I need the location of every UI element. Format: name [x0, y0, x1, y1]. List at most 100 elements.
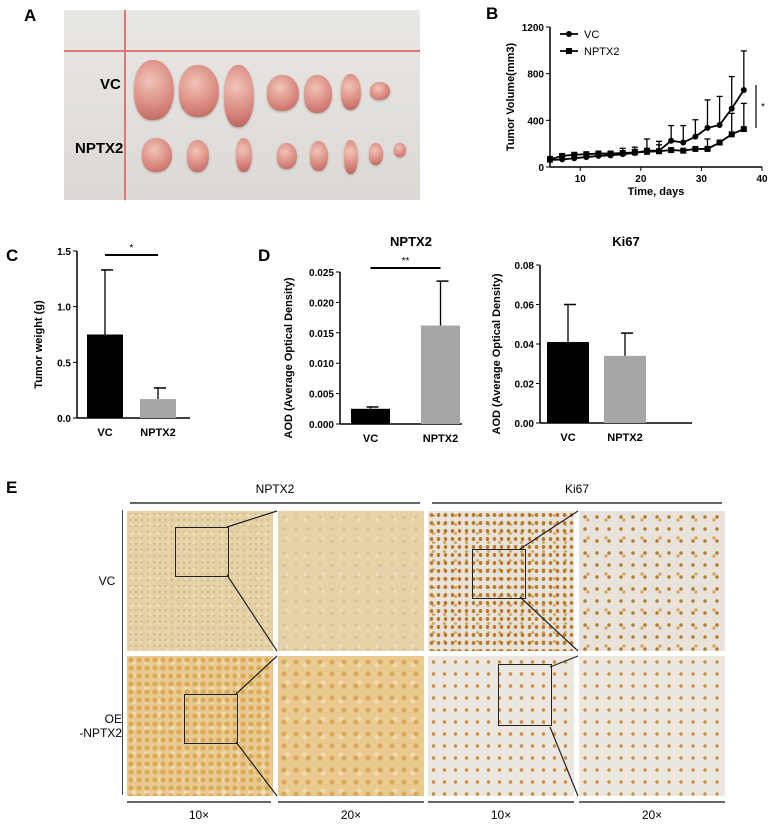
x-tick-label: VC [560, 432, 575, 444]
micrograph-nptx2-oe-10x [127, 656, 273, 796]
y-tick-label: 0.010 [309, 359, 334, 370]
y-tick-label: 0.0 [57, 414, 71, 425]
y-tick-label: 0.5 [57, 358, 71, 369]
data-point [547, 156, 553, 163]
x-tick-label: NPTX2 [607, 432, 642, 444]
x-axis-label: Time, days [628, 186, 685, 198]
x-tick-label: 40 [756, 174, 768, 185]
divider [127, 801, 271, 803]
chart-title: Ki67 [612, 234, 639, 249]
y-tick-label: 1.0 [57, 303, 71, 314]
ruler-vertical [124, 10, 126, 200]
micrograph-nptx2-oe-20x [278, 656, 424, 796]
y-tick-label: 0.025 [309, 268, 334, 279]
x-tick-label: VC [97, 427, 112, 439]
y-tick-label: 0.00 [515, 419, 535, 430]
data-point [571, 151, 578, 158]
data-point [704, 124, 711, 131]
y-tick-label: 0.020 [309, 298, 334, 309]
data-point [716, 139, 723, 146]
y-tick-label: 0.04 [515, 340, 535, 351]
micrograph-ki67-vc-20x [579, 511, 725, 651]
x-tick-label: 10 [575, 174, 587, 185]
significance-marker: ** [402, 256, 410, 267]
panel-label-b: B [486, 4, 499, 23]
tumor [142, 138, 172, 172]
tumor [344, 140, 358, 174]
data-point [631, 149, 638, 156]
x-tick-label: 20 [635, 174, 647, 185]
y-tick-label: 1200 [522, 23, 545, 34]
y-axis-label: AOD (Average Optical Density) [283, 277, 295, 438]
zoom-box [175, 527, 229, 577]
x-tick-label: 30 [696, 174, 708, 185]
data-point [680, 147, 687, 154]
data-point [692, 145, 699, 152]
zoom-box [184, 694, 238, 744]
data-point [680, 139, 687, 146]
magnification-label: 10× [490, 808, 512, 822]
data-point [668, 137, 675, 144]
y-tick-label: 0.08 [515, 261, 535, 272]
panel-label-c: C [6, 246, 19, 265]
tumor [134, 60, 174, 120]
y-axis-label: Tumor weight (g) [33, 300, 45, 389]
x-tick-label: NPTX2 [140, 427, 175, 439]
divider [428, 801, 574, 803]
data-point [559, 152, 566, 159]
y-tick-label: 0.005 [309, 390, 334, 401]
divider [432, 502, 722, 504]
bar-vc [547, 342, 589, 423]
bar-nptx2 [421, 325, 460, 424]
bar-vc [351, 408, 390, 424]
x-tick-label: VC [363, 433, 378, 445]
x-tick-label: NPTX2 [423, 433, 458, 445]
tumor-weight-bar-chart: 0.0 0.5 1.0 1.5 VC NPTX2 Tumor weight (g) * [33, 243, 190, 439]
stain-label-nptx2: NPTX2 [255, 482, 295, 496]
data-point [607, 150, 614, 157]
ruler-horizontal [64, 50, 420, 52]
divider [278, 801, 424, 803]
row-label-vc: VC [98, 574, 116, 588]
y-axis-label: AOD (Average Optical Density) [491, 273, 503, 434]
tumor [304, 75, 332, 113]
y-tick-label: 0.02 [515, 380, 535, 391]
y-tick-label: 0.06 [515, 301, 535, 312]
photo-label-nptx2: NPTX2 [75, 140, 124, 157]
tumor [341, 74, 361, 110]
divider [122, 510, 123, 795]
y-tick-label: 0.000 [309, 420, 334, 431]
bar-vc [87, 334, 123, 418]
data-point [656, 148, 663, 155]
y-tick-label: 0.015 [309, 329, 334, 340]
data-point [728, 105, 735, 112]
row-label-oe-line1: OE [104, 712, 122, 726]
data-point [716, 122, 723, 128]
bar-nptx2 [604, 355, 646, 423]
legend-marker [566, 48, 572, 54]
micrograph-ki67-vc-10x [428, 511, 574, 651]
data-point [643, 148, 650, 155]
y-tick-label: 400 [527, 116, 544, 127]
tumor [394, 143, 406, 157]
magnification-label: 20× [340, 808, 362, 822]
data-point [583, 151, 590, 158]
tumor-photo: VC NPTX2 [64, 10, 420, 200]
legend-label: NPTX2 [584, 46, 619, 58]
ki67-aod-bar-chart: 0.00 0.02 0.04 0.06 0.08 VC NPTX2 AOD (Average … [491, 234, 692, 444]
row-label-oe-line2: -NPTX2 [79, 726, 122, 740]
micrograph-ki67-oe-20x [579, 656, 725, 796]
y-tick-label: 0 [538, 163, 544, 174]
chart-title: NPTX2 [390, 234, 432, 249]
tumor [369, 143, 383, 165]
data-point [728, 131, 735, 138]
divider [130, 502, 420, 504]
photo-label-vc: VC [100, 76, 121, 93]
panel-label-e: E [6, 478, 18, 497]
y-tick-label: 1.5 [57, 247, 71, 258]
magnification-label: 20× [641, 808, 663, 822]
zoom-box [472, 549, 526, 599]
micrograph-nptx2-vc-10x [127, 511, 273, 651]
data-point [740, 87, 747, 93]
